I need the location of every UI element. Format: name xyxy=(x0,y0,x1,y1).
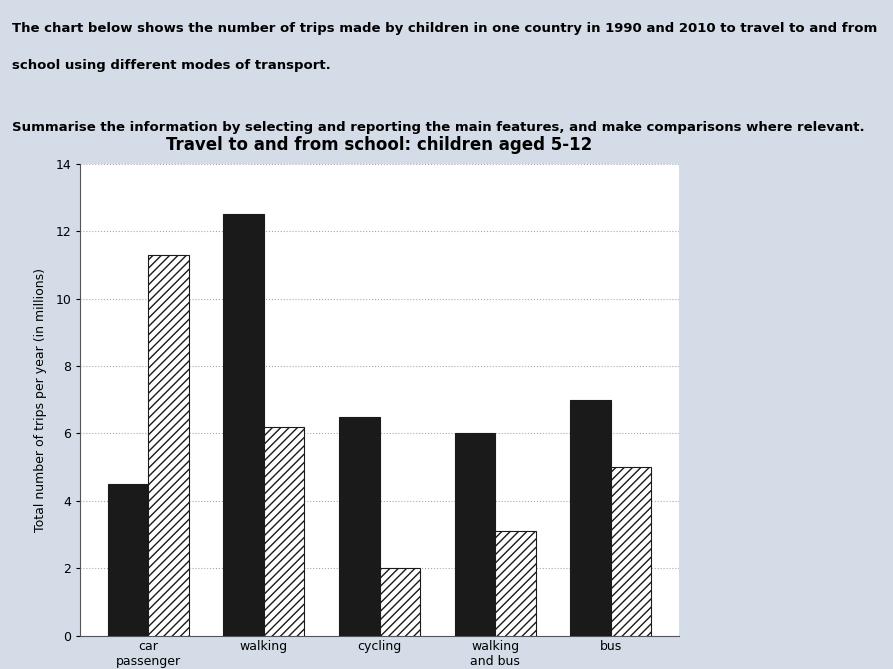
Bar xyxy=(571,400,611,636)
Text: Summarise the information by selecting and reporting the main features, and make: Summarise the information by selecting a… xyxy=(12,120,864,134)
Bar xyxy=(263,427,305,636)
Y-axis label: Total number of trips per year (in millions): Total number of trips per year (in milli… xyxy=(34,268,47,532)
Bar xyxy=(339,417,380,636)
Bar xyxy=(223,215,263,636)
Text: school using different modes of transport.: school using different modes of transpor… xyxy=(12,59,330,72)
Bar xyxy=(380,568,420,636)
Title: Travel to and from school: children aged 5-12: Travel to and from school: children aged… xyxy=(166,136,593,154)
Bar xyxy=(455,434,496,636)
Bar xyxy=(148,255,188,636)
Bar xyxy=(611,467,652,636)
Text: The chart below shows the number of trips made by children in one country in 199: The chart below shows the number of trip… xyxy=(12,22,877,35)
Bar xyxy=(107,484,148,636)
Bar xyxy=(496,531,536,636)
